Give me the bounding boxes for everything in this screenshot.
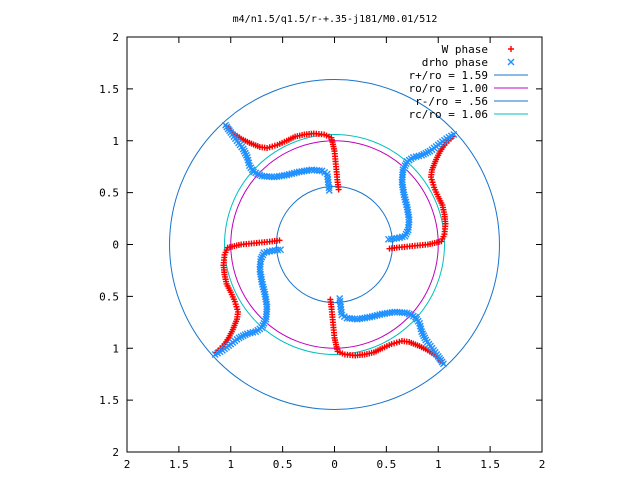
legend-label-2: r+/ro = 1.59 [409,69,488,82]
legend-marker-1 [507,58,515,66]
y-tick-label-1: 1.5 [99,83,119,96]
x-axis-ticks: 2 1.5 1 0.5 0 0.5 1 1.5 2 [124,37,546,471]
legend-label-0: W phase [442,43,488,56]
reference-circles [169,79,500,410]
x-tick-label-5: 0.5 [376,458,396,471]
drho-phase-fill-59-3 [315,167,323,175]
circle-curve-0 [169,79,500,410]
y-tick-label-3: 0.5 [99,187,119,200]
circle-curve-2 [275,185,394,304]
x-tick-label-4: 0 [331,458,338,471]
chart-title: m4/n1.5/q1.5/r-+.35-j181/M0.01/512 [233,14,438,25]
x-tick-label-3: 0.5 [273,458,293,471]
circle-curve-1 [230,140,439,349]
drho-phase-point-47 [277,246,285,254]
drho-phase-fill-27-3 [346,314,354,322]
y-tick-label-5: 0.5 [99,290,119,303]
y-axis-ticks: 2 1.5 1 0.5 0 0.5 1 1.5 2 [99,31,542,459]
legend-label-3: ro/ro = 1.00 [409,82,488,95]
w-phase-point-18 [386,245,393,252]
x-tick-label-0: 2 [124,458,131,471]
circle-curve-3 [224,134,445,355]
x-tick-label-6: 1 [435,458,442,471]
drho-phase-point-63 [325,187,333,195]
y-tick-label-4: 0 [112,239,119,252]
drho-phase-point-15 [384,235,392,243]
legend-label-5: rc/ro = 1.06 [409,108,488,121]
y-tick-label-8: 2 [112,446,119,459]
x-tick-label-1: 1.5 [169,458,189,471]
x-tick-label-2: 1 [227,458,234,471]
drho-phase-point-31 [336,294,344,302]
legend-label-4: r-/ro = .56 [415,95,488,108]
x-tick-label-8: 2 [539,458,546,471]
w-phase-point-37 [276,237,283,244]
data-markers [211,121,458,368]
legend-label-1: drho phase [422,56,488,69]
w-phase-point-56 [335,186,342,193]
drho-phase-fill-24-4 [381,310,389,318]
x-tick-label-7: 1.5 [480,458,500,471]
legend-marker-0 [508,46,514,52]
y-tick-label-0: 2 [112,31,119,44]
drho-phase-fill-56-4 [280,171,288,179]
y-tick-label-2: 1 [112,135,119,148]
y-tick-label-7: 1.5 [99,394,119,407]
w-phase-point-75 [327,296,334,303]
drho-phase-fill-40-4 [261,293,269,301]
y-tick-label-6: 1 [112,342,119,355]
drho-phase-fill-8-4 [400,188,408,196]
